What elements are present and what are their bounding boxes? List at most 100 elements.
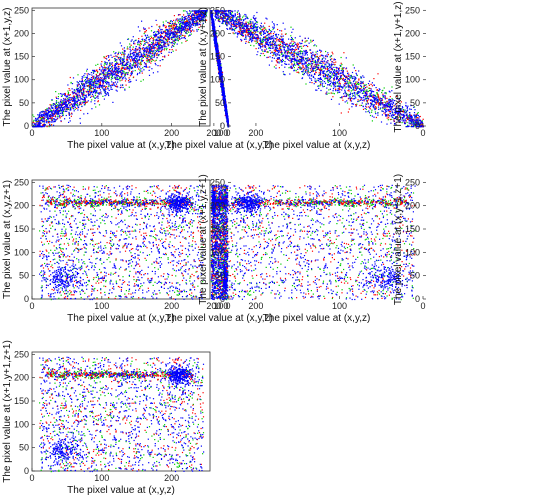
data-point <box>73 97 76 99</box>
data-point <box>120 52 122 54</box>
data-point <box>153 44 156 46</box>
data-point <box>183 21 186 24</box>
data-point <box>52 112 54 114</box>
data-point <box>137 48 139 50</box>
data-point <box>190 33 192 35</box>
data-point <box>181 31 183 33</box>
data-point <box>102 71 104 73</box>
data-point <box>92 78 94 80</box>
data-point <box>123 65 125 67</box>
data-point <box>39 120 41 122</box>
data-point <box>176 36 178 38</box>
data-point <box>38 120 40 122</box>
data-point <box>168 26 170 28</box>
data-point <box>90 101 92 103</box>
data-point <box>186 33 188 35</box>
data-point <box>159 40 161 42</box>
data-point <box>35 119 37 121</box>
data-point <box>188 16 190 18</box>
data-point <box>179 25 181 27</box>
data-point <box>117 86 119 88</box>
data-point <box>192 10 194 12</box>
data-point <box>72 107 74 109</box>
data-point <box>168 36 170 38</box>
data-point <box>88 92 90 94</box>
data-point <box>178 19 180 21</box>
data-point <box>172 24 174 26</box>
data-point <box>186 19 188 21</box>
data-point <box>115 72 117 74</box>
data-point <box>73 91 76 94</box>
data-point <box>91 78 93 81</box>
data-point <box>101 61 103 63</box>
data-point <box>158 50 160 52</box>
data-point <box>168 38 170 40</box>
data-point <box>164 30 166 32</box>
data-point <box>169 22 172 24</box>
data-point <box>155 35 157 37</box>
data-point <box>118 66 120 68</box>
data-point <box>168 27 170 29</box>
data-point <box>184 10 186 12</box>
data-point <box>174 40 176 42</box>
data-point <box>111 69 113 71</box>
data-point <box>194 23 196 25</box>
data-point <box>90 77 93 79</box>
data-point <box>85 95 87 97</box>
data-point <box>59 104 61 106</box>
data-point <box>81 79 83 81</box>
data-point <box>108 59 111 61</box>
data-point <box>188 20 190 22</box>
data-point <box>155 47 157 49</box>
data-point <box>100 80 102 82</box>
data-point <box>79 101 81 104</box>
data-point <box>93 69 95 71</box>
data-point <box>124 53 126 55</box>
data-point <box>179 23 181 25</box>
data-point <box>90 96 92 98</box>
data-point <box>152 72 154 74</box>
data-point <box>181 42 183 44</box>
data-point <box>48 116 51 118</box>
data-point <box>121 72 123 74</box>
data-point <box>140 80 142 82</box>
data-point <box>40 113 42 115</box>
data-point <box>205 19 208 21</box>
data-point <box>67 84 69 86</box>
data-point <box>173 36 175 38</box>
data-point <box>106 73 108 75</box>
data-point <box>153 45 155 47</box>
data-point <box>150 46 152 48</box>
data-point <box>150 53 152 55</box>
data-point <box>133 41 135 43</box>
data-point <box>43 112 45 114</box>
data-point <box>38 119 40 121</box>
data-point <box>189 27 191 29</box>
data-point <box>105 94 107 96</box>
data-point <box>178 20 180 23</box>
data-point <box>181 17 183 19</box>
data-point <box>85 101 87 104</box>
data-point <box>145 39 147 42</box>
data-point <box>157 48 159 50</box>
data-point <box>128 77 130 79</box>
data-point <box>129 79 131 81</box>
data-point <box>177 22 180 24</box>
data-point <box>166 34 168 36</box>
data-point <box>134 54 136 56</box>
data-point <box>44 115 46 117</box>
data-point <box>34 122 36 124</box>
data-point <box>175 19 177 21</box>
data-point <box>132 36 134 38</box>
data-point <box>124 72 126 74</box>
data-point <box>163 31 165 34</box>
data-point <box>86 82 88 84</box>
data-point <box>151 55 153 57</box>
data-point <box>56 97 58 99</box>
data-point <box>51 117 53 119</box>
data-point <box>153 39 155 41</box>
data-point <box>205 14 207 16</box>
data-point <box>157 29 160 31</box>
data-point <box>168 44 170 46</box>
data-point <box>121 65 123 67</box>
